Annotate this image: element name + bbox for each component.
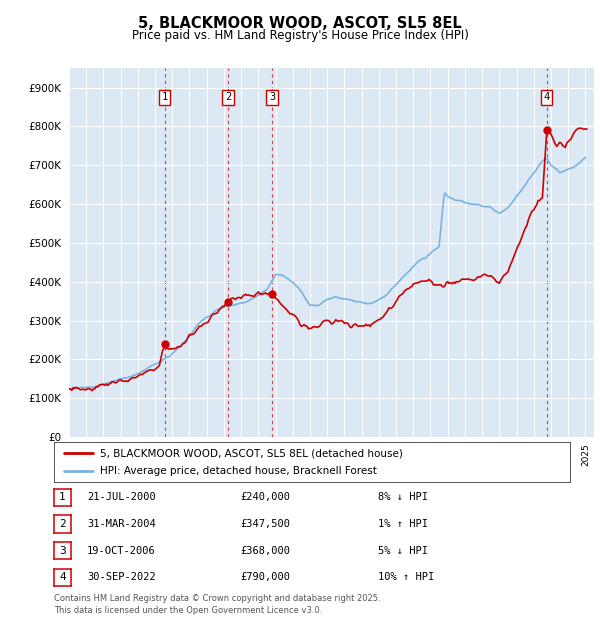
Text: 2: 2 [59,519,66,529]
Text: 31-MAR-2004: 31-MAR-2004 [87,519,156,529]
Text: 5, BLACKMOOR WOOD, ASCOT, SL5 8EL (detached house): 5, BLACKMOOR WOOD, ASCOT, SL5 8EL (detac… [100,448,403,458]
Text: 21-JUL-2000: 21-JUL-2000 [87,492,156,502]
Text: 30-SEP-2022: 30-SEP-2022 [87,572,156,582]
Text: 5% ↓ HPI: 5% ↓ HPI [378,546,428,556]
Text: HPI: Average price, detached house, Bracknell Forest: HPI: Average price, detached house, Brac… [100,466,377,476]
Text: 10% ↑ HPI: 10% ↑ HPI [378,572,434,582]
Text: £368,000: £368,000 [240,546,290,556]
Text: £347,500: £347,500 [240,519,290,529]
Text: 4: 4 [544,92,550,102]
Text: 3: 3 [269,92,275,102]
Text: 1: 1 [59,492,66,502]
Text: £240,000: £240,000 [240,492,290,502]
Text: 19-OCT-2006: 19-OCT-2006 [87,546,156,556]
Text: 8% ↓ HPI: 8% ↓ HPI [378,492,428,502]
Text: 5, BLACKMOOR WOOD, ASCOT, SL5 8EL: 5, BLACKMOOR WOOD, ASCOT, SL5 8EL [138,16,462,31]
Text: 3: 3 [59,546,66,556]
Text: £790,000: £790,000 [240,572,290,582]
Text: 1% ↑ HPI: 1% ↑ HPI [378,519,428,529]
Text: 4: 4 [59,572,66,582]
Text: Price paid vs. HM Land Registry's House Price Index (HPI): Price paid vs. HM Land Registry's House … [131,30,469,42]
Text: 1: 1 [161,92,168,102]
Text: Contains HM Land Registry data © Crown copyright and database right 2025.
This d: Contains HM Land Registry data © Crown c… [54,594,380,615]
Text: 2: 2 [225,92,231,102]
